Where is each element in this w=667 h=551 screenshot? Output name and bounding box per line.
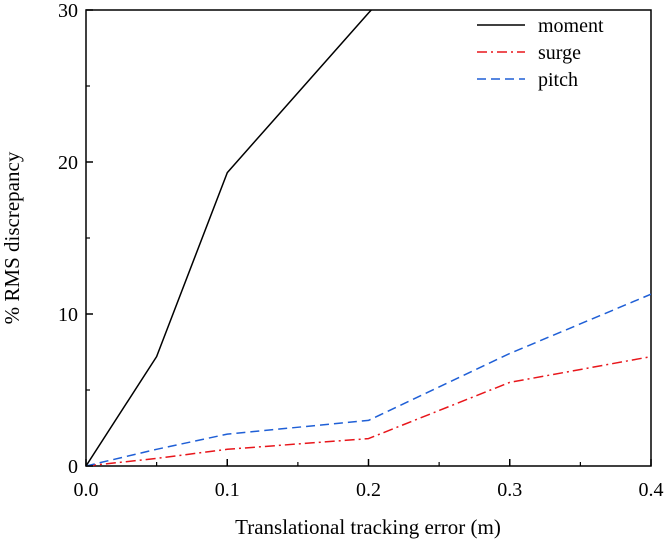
legend-label-pitch: pitch (538, 69, 578, 91)
series-line-moment (86, 10, 372, 466)
series-layer (86, 10, 651, 466)
series-line-surge (86, 355, 651, 466)
x-tick-label: 0.3 (497, 479, 522, 501)
x-tick-label: 0.2 (356, 479, 381, 501)
y-tick-label: 10 (58, 304, 78, 326)
y-tick-label: 0 (68, 456, 78, 478)
series-line-pitch (86, 293, 651, 466)
x-tick-label: 0.4 (639, 479, 664, 501)
x-tick-label: 0.0 (74, 479, 99, 501)
y-tick-label: 30 (58, 0, 78, 22)
x-tick-label: 0.1 (215, 479, 240, 501)
legend-label-surge: surge (538, 42, 581, 64)
legend-label-moment: moment (538, 15, 604, 37)
legend: moment surge pitch (477, 15, 604, 91)
y-axis-title: % RMS discrepancy (0, 151, 24, 324)
tick-layer: 0.0 0.1 0.2 0.3 0.4 0 10 20 30 (58, 0, 664, 501)
y-tick-label: 20 (58, 152, 78, 174)
x-axis-title: Translational tracking error (m) (235, 515, 501, 539)
